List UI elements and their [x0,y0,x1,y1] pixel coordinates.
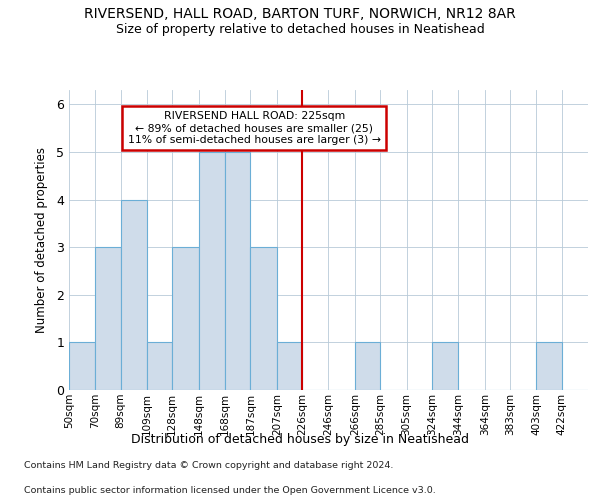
Bar [250,247,277,390]
Text: Distribution of detached houses by size in Neatishead: Distribution of detached houses by size … [131,432,469,446]
Text: Size of property relative to detached houses in Neatishead: Size of property relative to detached ho… [116,22,484,36]
Bar [147,342,172,390]
Bar [536,342,562,390]
Text: Contains HM Land Registry data © Crown copyright and database right 2024.: Contains HM Land Registry data © Crown c… [24,461,394,470]
Bar [69,342,95,390]
Bar [95,247,121,390]
Bar [355,342,380,390]
Bar [277,342,302,390]
Bar [199,152,225,390]
Bar [225,152,250,390]
Text: Contains public sector information licensed under the Open Government Licence v3: Contains public sector information licen… [24,486,436,495]
Bar [172,247,199,390]
Text: RIVERSEND HALL ROAD: 225sqm
← 89% of detached houses are smaller (25)
11% of sem: RIVERSEND HALL ROAD: 225sqm ← 89% of det… [128,112,381,144]
Text: RIVERSEND, HALL ROAD, BARTON TURF, NORWICH, NR12 8AR: RIVERSEND, HALL ROAD, BARTON TURF, NORWI… [84,8,516,22]
Y-axis label: Number of detached properties: Number of detached properties [35,147,48,333]
Bar [121,200,147,390]
Bar [432,342,458,390]
